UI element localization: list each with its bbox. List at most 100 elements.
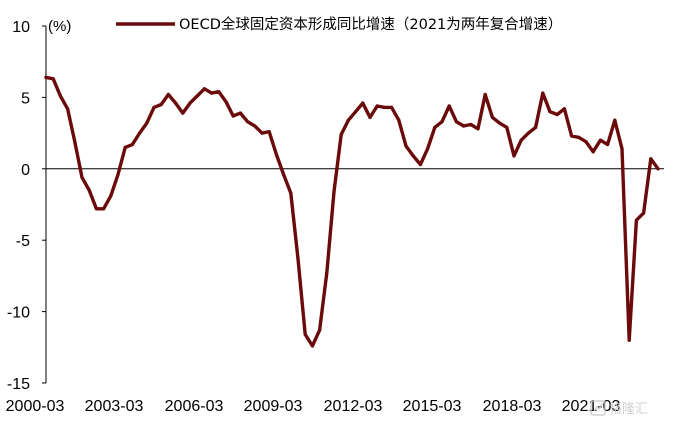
- data-point: [433, 125, 437, 129]
- data-point: [109, 194, 113, 198]
- data-point: [462, 124, 466, 128]
- series-line: [44, 75, 660, 348]
- data-point: [73, 140, 77, 144]
- y-tick-label: 10: [12, 19, 30, 36]
- data-point: [231, 114, 235, 118]
- data-point: [454, 120, 458, 124]
- data-point: [570, 134, 574, 138]
- data-point: [577, 135, 581, 139]
- data-point: [418, 162, 422, 167]
- data-point: [289, 191, 293, 195]
- data-point: [390, 105, 394, 109]
- data-point: [339, 132, 343, 137]
- data-point: [526, 131, 531, 135]
- data-point: [476, 127, 480, 131]
- data-point: [202, 87, 206, 91]
- y-tick-label: 0: [21, 162, 30, 179]
- data-point: [426, 147, 430, 151]
- data-point: [591, 150, 595, 154]
- data-point: [642, 211, 646, 215]
- data-point: [267, 130, 271, 134]
- y-axis-unit-label: (%): [48, 18, 71, 35]
- data-point: [562, 107, 567, 111]
- x-tick-labels: 2000-03 2003-03 2006-03 2009-03 2012-03 2015-…: [6, 398, 621, 415]
- data-point: [490, 115, 494, 119]
- data-point: [44, 75, 48, 79]
- data-point: [397, 118, 401, 122]
- data-point: [188, 101, 192, 105]
- data-point: [195, 94, 199, 98]
- data-point: [296, 257, 300, 261]
- x-tick-label: 2015-03: [403, 398, 462, 415]
- data-point: [498, 121, 502, 125]
- data-point: [116, 172, 120, 177]
- data-point: [66, 107, 70, 111]
- data-point: [534, 125, 538, 129]
- data-point: [382, 105, 386, 109]
- data-point: [310, 344, 314, 348]
- data-point: [260, 131, 264, 135]
- data-point: [649, 157, 653, 161]
- axes: [42, 25, 664, 384]
- x-tick-label: 2000-03: [6, 398, 65, 415]
- data-point: [656, 167, 660, 171]
- data-point: [181, 111, 185, 115]
- data-point: [303, 332, 307, 336]
- y-tick-label: -15: [7, 376, 30, 393]
- data-point: [346, 118, 350, 122]
- y-tick-labels: 10 5 0 -5 -10 -15: [7, 19, 30, 393]
- data-point: [217, 90, 221, 94]
- data-point: [354, 110, 358, 114]
- data-point: [483, 92, 487, 97]
- data-point: [375, 104, 379, 108]
- data-point: [274, 152, 278, 157]
- data-point: [238, 111, 242, 115]
- data-point: [51, 77, 55, 81]
- data-point: [152, 105, 156, 109]
- data-point: [224, 100, 228, 104]
- data-point: [368, 115, 372, 119]
- data-point: [318, 328, 322, 332]
- data-point: [440, 120, 444, 124]
- y-tick-label: -5: [16, 233, 30, 250]
- watermark: 格隆汇: [590, 400, 648, 417]
- data-point: [94, 207, 98, 211]
- data-point: [174, 101, 178, 105]
- data-point: [469, 122, 473, 127]
- data-point: [404, 144, 408, 148]
- data-point: [613, 118, 617, 122]
- data-point: [584, 140, 588, 144]
- data-point: [548, 110, 552, 114]
- data-point: [447, 104, 451, 108]
- data-point: [627, 338, 631, 342]
- data-point: [138, 131, 142, 135]
- data-point: [58, 94, 63, 98]
- y-tick-label: -10: [7, 305, 30, 322]
- data-point: [411, 154, 415, 158]
- data-point: [634, 218, 639, 222]
- series-layer: [44, 75, 660, 348]
- data-point: [325, 271, 329, 275]
- data-point: [145, 121, 149, 125]
- data-point: [246, 120, 250, 124]
- x-tick-label: 2018-03: [483, 398, 542, 415]
- data-point: [332, 190, 336, 194]
- data-point: [598, 138, 603, 142]
- data-point: [282, 172, 286, 177]
- data-point: [210, 91, 214, 95]
- legend: OECD全球固定资本形成同比增速（2021为两年复合增速）: [116, 15, 562, 33]
- data-point: [130, 142, 134, 147]
- watermark-logo-icon: [590, 400, 606, 416]
- data-point: [80, 175, 84, 179]
- data-point: [123, 145, 127, 149]
- data-point: [606, 142, 610, 147]
- data-point: [102, 207, 106, 211]
- data-point: [541, 91, 545, 95]
- data-point: [505, 125, 509, 129]
- data-point: [620, 147, 624, 151]
- data-point: [166, 92, 170, 97]
- legend-label: OECD全球固定资本形成同比增速（2021为两年复合增速）: [179, 15, 562, 33]
- data-point: [159, 102, 163, 107]
- data-point: [555, 112, 559, 117]
